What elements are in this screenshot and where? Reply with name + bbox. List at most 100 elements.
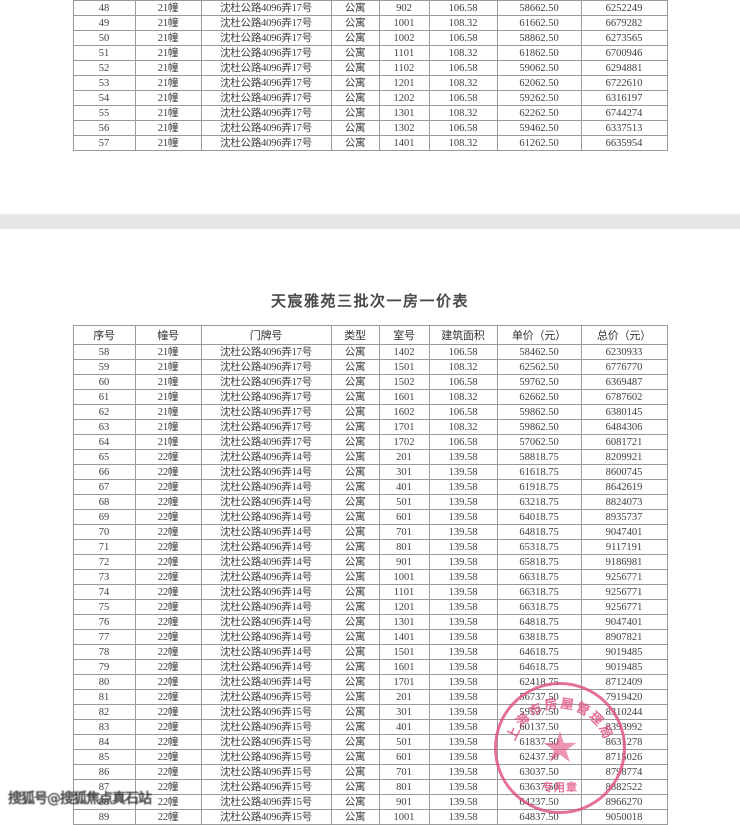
cell-room: 1201: [378, 75, 430, 91]
cell-area: 139.58: [428, 479, 498, 495]
cell-room: 1502: [378, 374, 430, 390]
cell-room: 301: [378, 704, 430, 720]
cell-total-price: 8393992: [580, 719, 668, 735]
cell-area: 139.58: [428, 584, 498, 600]
table-row: 70 22幢 沈杜公路4096弄14号 公寓 701 139.58 64818.75 9047…: [72, 524, 668, 540]
cell-total-price: 6484306: [580, 419, 668, 435]
cell-bldg: 22幢: [134, 809, 202, 825]
cell-unit-price: 60137.50: [496, 719, 582, 735]
cell-area: 139.58: [428, 644, 498, 660]
cell-type: 公寓: [330, 359, 380, 375]
cell-addr: 沈杜公路4096弄14号: [200, 479, 332, 495]
cell-addr: 沈杜公路4096弄14号: [200, 509, 332, 525]
cell-type: 公寓: [330, 749, 380, 765]
cell-room: 902: [378, 0, 430, 16]
table-row: 64 21幢 沈杜公路4096弄17号 公寓 1702 106.58 57062.50 608…: [72, 434, 668, 450]
cell-total-price: 9256771: [580, 599, 668, 615]
cell-type: 公寓: [330, 344, 380, 360]
cell-room: 1702: [378, 434, 430, 450]
cell-type: 公寓: [330, 644, 380, 660]
cell-addr: 沈杜公路4096弄14号: [200, 599, 332, 615]
cell-addr: 沈杜公路4096弄14号: [200, 614, 332, 630]
cell-seq: 65: [72, 449, 136, 465]
cell-seq: 76: [72, 614, 136, 630]
price-table-body-top: 48 21幢 沈杜公路4096弄17号 公寓 902 106.58 58662.50 6252…: [72, 0, 668, 151]
cell-unit-price: 62562.50: [496, 359, 582, 375]
cell-unit-price: 64018.75: [496, 509, 582, 525]
cell-room: 1302: [378, 120, 430, 136]
cell-type: 公寓: [330, 0, 380, 16]
cell-addr: 沈杜公路4096弄14号: [200, 464, 332, 480]
cell-bldg: 22幢: [134, 524, 202, 540]
cell-area: 108.32: [428, 135, 498, 151]
cell-bldg: 21幢: [134, 75, 202, 91]
table-row: 54 21幢 沈杜公路4096弄17号 公寓 1202 106.58 59262.50 631…: [72, 90, 668, 106]
cell-seq: 82: [72, 704, 136, 720]
cell-room: 601: [378, 749, 430, 765]
cell-total-price: 9047401: [580, 614, 668, 630]
cell-bldg: 22幢: [134, 674, 202, 690]
column-header-unit-price: 单价（元）: [496, 325, 582, 345]
cell-unit-price: 59062.50: [496, 60, 582, 76]
table-row: 84 22幢 沈杜公路4096弄15号 公寓 501 139.58 61837.50 8631…: [72, 734, 668, 750]
cell-type: 公寓: [330, 45, 380, 61]
cell-seq: 79: [72, 659, 136, 675]
cell-seq: 83: [72, 719, 136, 735]
cell-addr: 沈杜公路4096弄17号: [200, 75, 332, 91]
table-row: 66 22幢 沈杜公路4096弄14号 公寓 301 139.58 61618.75 8600…: [72, 464, 668, 480]
cell-addr: 沈杜公路4096弄17号: [200, 389, 332, 405]
cell-addr: 沈杜公路4096弄17号: [200, 434, 332, 450]
cell-seq: 84: [72, 734, 136, 750]
cell-addr: 沈杜公路4096弄17号: [200, 359, 332, 375]
cell-room: 1602: [378, 404, 430, 420]
table-row: 71 22幢 沈杜公路4096弄14号 公寓 801 139.58 65318.75 9117…: [72, 539, 668, 555]
table-row: 88 22幢 沈杜公路4096弄15号 公寓 901 139.58 64237.50 8966…: [72, 794, 668, 810]
cell-bldg: 21幢: [134, 389, 202, 405]
cell-seq: 75: [72, 599, 136, 615]
cell-total-price: 9050018: [580, 809, 668, 825]
cell-unit-price: 65818.75: [496, 554, 582, 570]
cell-room: 1001: [378, 15, 430, 31]
cell-type: 公寓: [330, 449, 380, 465]
cell-unit-price: 64818.75: [496, 524, 582, 540]
cell-addr: 沈杜公路4096弄14号: [200, 674, 332, 690]
table-row: 62 21幢 沈杜公路4096弄17号 公寓 1602 106.58 59862.50 638…: [72, 404, 668, 420]
table-row: 53 21幢 沈杜公路4096弄17号 公寓 1201 108.32 62062.50 672…: [72, 75, 668, 91]
cell-type: 公寓: [330, 764, 380, 780]
cell-total-price: 8907821: [580, 629, 668, 645]
cell-seq: 48: [72, 0, 136, 16]
cell-area: 106.58: [428, 60, 498, 76]
cell-bldg: 22幢: [134, 734, 202, 750]
table-row: 72 22幢 沈杜公路4096弄14号 公寓 901 139.58 65818.75 9186…: [72, 554, 668, 570]
cell-addr: 沈杜公路4096弄17号: [200, 0, 332, 16]
cell-room: 701: [378, 764, 430, 780]
cell-area: 139.58: [428, 599, 498, 615]
cell-unit-price: 63037.50: [496, 764, 582, 780]
cell-seq: 74: [72, 584, 136, 600]
table-row: 83 22幢 沈杜公路4096弄15号 公寓 401 139.58 60137.50 8393…: [72, 719, 668, 735]
cell-room: 201: [378, 689, 430, 705]
cell-bldg: 21幢: [134, 90, 202, 106]
cell-total-price: 8310244: [580, 704, 668, 720]
cell-area: 106.58: [428, 374, 498, 390]
cell-area: 139.58: [428, 629, 498, 645]
cell-total-price: 6273565: [580, 30, 668, 46]
cell-area: 139.58: [428, 464, 498, 480]
cell-total-price: 6700946: [580, 45, 668, 61]
cell-unit-price: 66318.75: [496, 584, 582, 600]
cell-area: 106.58: [428, 120, 498, 136]
cell-type: 公寓: [330, 494, 380, 510]
cell-type: 公寓: [330, 434, 380, 450]
cell-area: 139.58: [428, 734, 498, 750]
cell-bldg: 22幢: [134, 494, 202, 510]
table-row: 65 22幢 沈杜公路4096弄14号 公寓 201 139.58 58818.75 8209…: [72, 449, 668, 465]
column-header-addr: 门牌号: [200, 325, 332, 345]
cell-bldg: 22幢: [134, 659, 202, 675]
table-row: 80 22幢 沈杜公路4096弄14号 公寓 1701 139.58 62418.75 871…: [72, 674, 668, 690]
cell-addr: 沈杜公路4096弄17号: [200, 90, 332, 106]
cell-addr: 沈杜公路4096弄17号: [200, 30, 332, 46]
cell-bldg: 21幢: [134, 135, 202, 151]
table-row: 50 21幢 沈杜公路4096弄17号 公寓 1002 106.58 58862.50 627…: [72, 30, 668, 46]
cell-total-price: 6787602: [580, 389, 668, 405]
cell-type: 公寓: [330, 629, 380, 645]
